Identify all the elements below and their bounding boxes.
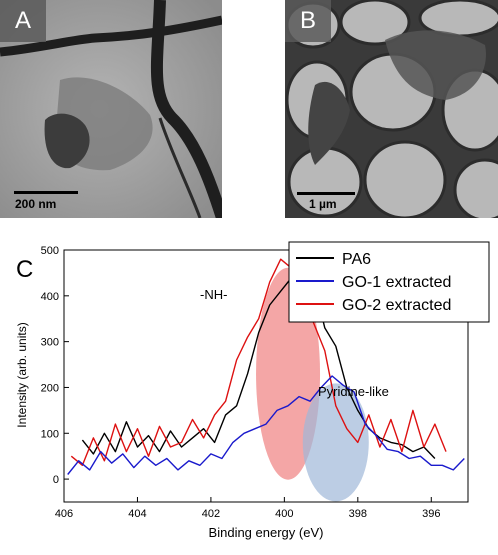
annotation-pyridine-like: Pyridine-like [318,384,389,399]
legend-label-go1: GO-1 extracted [342,274,451,291]
y-tick-label: 500 [41,245,59,257]
y-tick-label: 300 [41,337,59,349]
y-tick-label: 200 [41,382,59,394]
y-tick-label: 0 [53,474,59,486]
legend: PA6 GO-1 extracted GO-2 extracted [288,241,490,323]
series-line-go-1-extracted [67,375,465,475]
legend-label-pa6: PA6 [342,251,371,268]
y-tick-label: 100 [41,428,59,440]
x-tick-label: 404 [128,508,146,520]
plot-frame [63,249,469,503]
x-tick-label: 398 [349,508,367,520]
panel-c-label: C [16,256,33,283]
annotation-nh: -NH- [200,287,227,302]
y-tick-label: 400 [41,291,59,303]
x-axis-label: Binding energy (eV) [209,525,324,540]
x-tick-label: 400 [275,508,293,520]
xps-chart-svg: 406 404 402 400 398 396 0 100 200 300 400 500 C Bin… [15,241,490,540]
series-line-go-2-extracted [70,258,447,467]
tem-image-a: A 200 nm [0,0,222,218]
x-tick-label: 396 [422,508,440,520]
x-tick-label: 402 [202,508,220,520]
legend-label-go2: GO-2 extracted [342,297,451,314]
panel-a-label: A [0,0,46,42]
scale-bar-label-b: 1 µm [309,197,337,211]
tem-image-a-drawing [0,0,222,218]
pyridine-region-highlight [302,383,369,502]
x-tick-label: 406 [55,508,73,520]
panel-b-label: B [285,0,331,42]
y-axis-label: Intensity (arb. units) [15,322,29,427]
xps-chart: 406 404 402 400 398 396 0 100 200 300 400 500 C Bin… [0,237,498,550]
scale-bar-label-a: 200 nm [15,197,57,211]
tem-image-b: B 1 µm [285,0,498,218]
